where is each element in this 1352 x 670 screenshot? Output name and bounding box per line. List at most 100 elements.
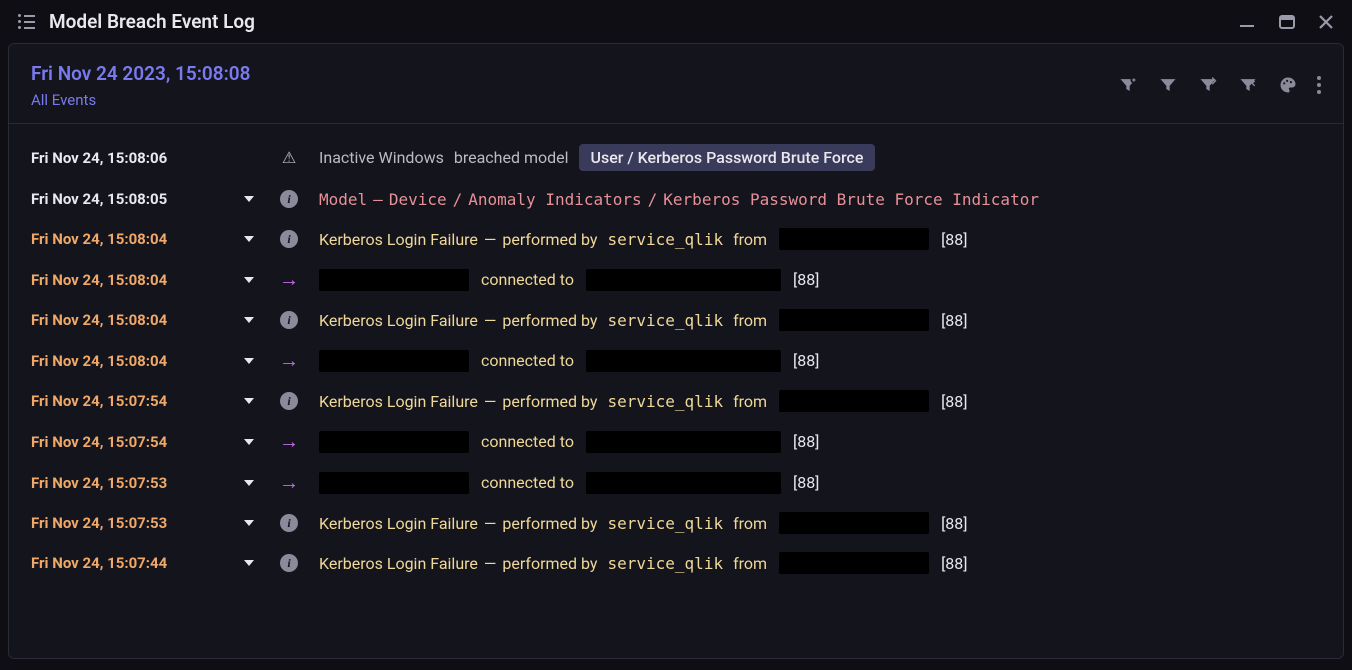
event-content: Kerberos Login Failure — performed by se… — [319, 512, 1321, 534]
expand-toggle[interactable] — [239, 560, 259, 566]
expand-toggle[interactable] — [239, 439, 259, 445]
from-label: from — [733, 514, 767, 533]
event-content: connected to [88] — [319, 269, 1321, 291]
performed-by-label: performed by — [502, 514, 597, 533]
model-sep: — — [373, 190, 383, 209]
arrow-right-icon: → — [277, 429, 301, 454]
event-timestamp: Fri Nov 24, 15:07:54 — [31, 433, 221, 451]
menu-list-icon[interactable] — [18, 14, 35, 29]
event-timestamp: Fri Nov 24, 15:07:44 — [31, 554, 221, 572]
from-label: from — [733, 311, 767, 330]
info-icon: i — [277, 190, 301, 208]
event-row-connection[interactable]: Fri Nov 24, 15:08:04 → connected to [88] — [9, 340, 1343, 381]
port: [88] — [793, 351, 819, 370]
event-row-connection[interactable]: Fri Nov 24, 15:08:04→ connected to [88] — [9, 259, 1343, 300]
event-content: connected to [88] — [319, 472, 1321, 494]
filter-icon[interactable] — [1157, 74, 1179, 96]
event-row-model[interactable]: Fri Nov 24, 15:08:05 i Model — Device / … — [9, 179, 1343, 219]
user-name[interactable]: service_qlik — [607, 311, 723, 330]
expand-toggle[interactable] — [239, 398, 259, 404]
redacted-ip — [779, 228, 929, 250]
model-label: Model — [319, 190, 367, 209]
expand-toggle[interactable] — [239, 358, 259, 364]
event-row-login-failure[interactable]: Fri Nov 24, 15:07:54iKerberos Login Fail… — [9, 381, 1343, 421]
arrow-right-icon: → — [277, 470, 301, 495]
model-path-1[interactable]: Device — [389, 190, 447, 209]
sep: — — [484, 392, 497, 411]
event-content: connected to [88] — [319, 350, 1321, 372]
event-content: Kerberos Login Failure — performed by se… — [319, 228, 1321, 250]
model-path-3[interactable]: Kerberos Password Brute Force Indicator — [663, 190, 1039, 209]
event-content: connected to [88] — [319, 431, 1321, 453]
minimize-button[interactable] — [1238, 13, 1256, 31]
port: [88] — [793, 432, 819, 451]
event-timestamp: Fri Nov 24, 15:08:05 — [31, 190, 221, 208]
close-button[interactable] — [1318, 14, 1334, 30]
event-timestamp: Fri Nov 24, 15:07:53 — [31, 474, 221, 492]
panel-toolbar — [1117, 62, 1321, 96]
event-name: Kerberos Login Failure — [319, 392, 478, 411]
port: [88] — [793, 270, 819, 289]
expand-toggle[interactable] — [239, 196, 259, 202]
event-row-login-failure[interactable]: Fri Nov 24, 15:08:04iKerberos Login Fail… — [9, 219, 1343, 259]
from-label: from — [733, 392, 767, 411]
expand-toggle[interactable] — [239, 317, 259, 323]
sep: — — [484, 311, 497, 330]
filter-export-icon[interactable] — [1197, 74, 1219, 96]
port: [88] — [941, 230, 967, 249]
model-path-2[interactable]: Anomaly Indicators — [468, 190, 641, 209]
event-timestamp: Fri Nov 24, 15:08:04 — [31, 230, 221, 248]
connected-to-label: connected to — [481, 473, 574, 492]
performed-by-label: performed by — [502, 554, 597, 573]
path-sep: / — [648, 190, 658, 209]
filter-arrow-icon[interactable] — [1237, 74, 1259, 96]
expand-toggle[interactable] — [239, 480, 259, 486]
panel-timestamp: Fri Nov 24 2023, 15:08:08 — [31, 62, 1117, 85]
event-row-login-failure[interactable]: Fri Nov 24, 15:07:44iKerberos Login Fail… — [9, 543, 1343, 583]
event-row-connection[interactable]: Fri Nov 24, 15:07:54 → connected to [88] — [9, 421, 1343, 462]
panel-subtitle[interactable]: All Events — [31, 91, 1117, 109]
event-content: Kerberos Login Failure — performed by se… — [319, 309, 1321, 331]
user-name[interactable]: service_qlik — [607, 392, 723, 411]
redacted-ip — [779, 390, 929, 412]
event-name: Kerberos Login Failure — [319, 311, 478, 330]
info-icon: i — [277, 514, 301, 532]
redacted-ip — [779, 309, 929, 331]
redacted-dest — [586, 350, 781, 372]
palette-icon[interactable] — [1277, 74, 1299, 96]
event-row-connection[interactable]: Fri Nov 24, 15:07:53 → connected to [88] — [9, 462, 1343, 503]
event-content: Kerberos Login Failure — performed by se… — [319, 390, 1321, 412]
user-name[interactable]: service_qlik — [607, 230, 723, 249]
window-title: Model Breach Event Log — [49, 10, 1224, 33]
event-timestamp: Fri Nov 24, 15:08:04 — [31, 352, 221, 370]
breach-verb: breached model — [454, 148, 569, 167]
expand-toggle[interactable] — [239, 236, 259, 242]
arrow-right-icon: → — [277, 348, 301, 373]
port: [88] — [941, 311, 967, 330]
sep: — — [484, 514, 497, 533]
expand-toggle[interactable] — [239, 520, 259, 526]
connected-to-label: connected to — [481, 270, 574, 289]
connected-to-label: connected to — [481, 351, 574, 370]
user-name[interactable]: service_qlik — [607, 514, 723, 533]
panel-header: Fri Nov 24 2023, 15:08:08 All Events — [9, 44, 1343, 124]
from-label: from — [733, 554, 767, 573]
path-sep: / — [453, 190, 463, 209]
titlebar: Model Breach Event Log — [0, 0, 1352, 43]
user-name[interactable]: service_qlik — [607, 554, 723, 573]
filter-add-icon[interactable] — [1117, 74, 1139, 96]
event-row-breach[interactable]: Fri Nov 24, 15:08:06 ⚠ Inactive Windows … — [9, 136, 1343, 179]
expand-toggle[interactable] — [239, 277, 259, 283]
model-pill[interactable]: User / Kerberos Password Brute Force — [579, 144, 876, 171]
event-row-login-failure[interactable]: Fri Nov 24, 15:07:53iKerberos Login Fail… — [9, 503, 1343, 543]
event-row-login-failure[interactable]: Fri Nov 24, 15:08:04iKerberos Login Fail… — [9, 300, 1343, 340]
maximize-button[interactable] — [1278, 13, 1296, 31]
redacted-dest — [586, 269, 781, 291]
redacted-dest — [586, 431, 781, 453]
port: [88] — [941, 514, 967, 533]
more-menu-icon[interactable] — [1317, 76, 1321, 94]
redacted-dest — [586, 472, 781, 494]
arrow-right-icon: → — [277, 267, 301, 292]
sep: — — [484, 554, 497, 573]
info-icon: i — [277, 392, 301, 410]
